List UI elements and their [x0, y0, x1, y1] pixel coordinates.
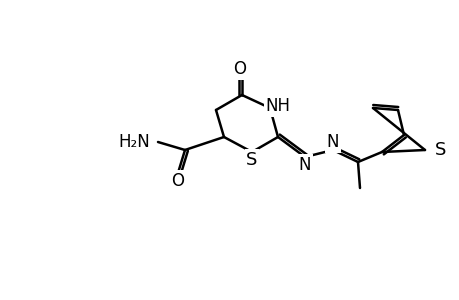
Text: H₂N: H₂N — [118, 133, 150, 151]
Text: NH: NH — [265, 97, 290, 115]
Text: S: S — [246, 151, 257, 169]
Text: N: N — [298, 156, 311, 174]
Text: O: O — [171, 172, 184, 190]
Text: N: N — [326, 133, 339, 151]
Text: O: O — [233, 60, 246, 78]
Text: S: S — [434, 141, 445, 159]
